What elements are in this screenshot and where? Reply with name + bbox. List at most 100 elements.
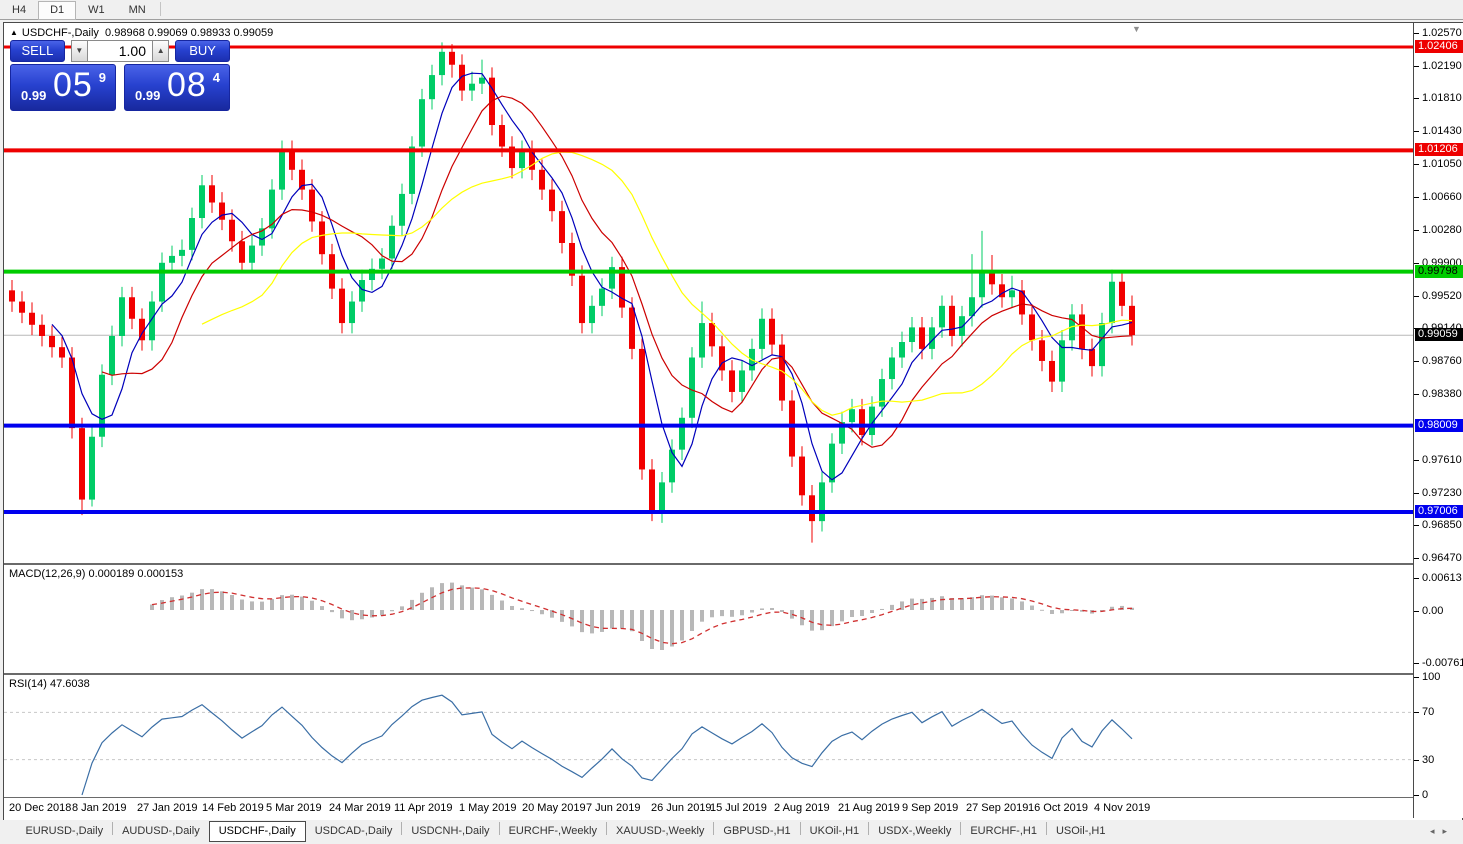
date-tick-label: 7 Jun 2019 <box>586 802 641 814</box>
sell-price-prefix: 0.99 <box>21 88 47 103</box>
tab-scroll-arrows[interactable]: ◂▸ <box>1430 826 1455 837</box>
price-tick-label: 0.97610 <box>1422 453 1462 466</box>
buy-price-prefix: 0.99 <box>135 88 161 103</box>
macd-axis-label: -0.007612 <box>1422 657 1463 669</box>
price-chart-pane[interactable]: ▲ USDCHF-,Daily 0.98968 0.99069 0.98933 0… <box>4 23 1413 565</box>
toolbar-separator <box>159 1 161 16</box>
chart-tab-usoil-h1[interactable]: USOil-,H1 <box>1055 825 1106 837</box>
axis-tick <box>1414 663 1419 664</box>
macd-indicator-pane[interactable]: MACD(12,26,9) 0.000189 0.000153 <box>4 565 1413 675</box>
chart-tab-eurchf-h1[interactable]: EURCHF-,H1 <box>970 825 1037 837</box>
tab-separator <box>868 822 870 836</box>
current-price-badge: 0.99059 <box>1415 328 1463 342</box>
axis-tick <box>1414 525 1419 527</box>
price-axis[interactable]: 1.02570 1.02190 1.01810 1.01430 1.01050 1.006… <box>1413 23 1463 818</box>
chart-tab-usdcad-daily[interactable]: USDCAD-,Daily <box>314 825 393 837</box>
timeframe-button-h4[interactable]: H4 <box>12 4 27 16</box>
sell-price-point: 9 <box>98 70 106 85</box>
axis-tick <box>1414 295 1419 297</box>
tab-separator <box>1045 822 1047 836</box>
chart-tab-audusd-daily[interactable]: AUDUSD-,Daily <box>122 825 200 837</box>
level-price-badge: 0.98009 <box>1415 418 1463 432</box>
tab-separator <box>605 822 607 836</box>
chart-tab-bar: EURUSD-,Daily AUDUSD-,Daily USDCHF-,Daily U… <box>0 820 1463 844</box>
date-tick-label: 20 Dec 2018 <box>9 802 72 814</box>
axis-tick <box>1414 197 1419 199</box>
candlestick-chart[interactable] <box>4 23 1413 563</box>
sell-quote-box[interactable]: 0.99 05 9 <box>10 64 116 111</box>
tab-separator <box>799 822 801 836</box>
chart-tab-xauusd-weekly[interactable]: XAUUSD-,Weekly <box>615 825 705 837</box>
price-tick-label: 1.01810 <box>1422 92 1462 105</box>
axis-tick <box>1414 262 1419 264</box>
rsi-indicator-pane[interactable]: RSI(14) 47.6038 <box>4 675 1413 798</box>
volume-decrease-button[interactable]: ▼ <box>70 40 88 62</box>
timeframe-button-w1[interactable]: W1 <box>88 4 105 16</box>
date-tick-label: 4 Nov 2019 <box>1094 802 1151 814</box>
timeframe-button-d1[interactable]: D1 <box>38 1 77 20</box>
chart-tab-eurusd-daily[interactable]: EURUSD-,Daily <box>25 825 104 837</box>
axis-tick <box>1414 163 1419 165</box>
axis-tick <box>1414 492 1419 494</box>
price-tick-label: 1.02190 <box>1422 59 1462 72</box>
timeframe-button-mn[interactable]: MN <box>128 4 146 16</box>
buy-button[interactable]: BUY <box>175 40 230 62</box>
date-tick-label: 1 May 2019 <box>459 802 517 814</box>
macd-chart <box>150 582 1134 650</box>
chart-tab-usdx-weekly[interactable]: USDX-,Weekly <box>878 825 952 837</box>
chart-tab-eurchf-weekly[interactable]: EURCHF-,Weekly <box>508 825 597 837</box>
tab-separator <box>401 822 403 836</box>
level-price-badge: 0.99798 <box>1415 264 1463 278</box>
date-tick-label: 27 Sep 2019 <box>966 802 1029 814</box>
axis-tick <box>1414 558 1419 560</box>
date-tick-label: 8 Jan 2019 <box>72 802 127 814</box>
tab-separator <box>960 822 962 836</box>
price-tick-label: 1.01430 <box>1422 125 1462 138</box>
tab-separator <box>498 822 500 836</box>
axis-tick <box>1414 32 1419 34</box>
price-tick-label: 0.98760 <box>1422 354 1462 367</box>
date-tick-label: 9 Sep 2019 <box>902 802 959 814</box>
tab-scroll-left-icon[interactable]: ◂ <box>1429 826 1443 836</box>
time-axis[interactable]: 20 Dec 2018 8 Jan 2019 27 Jan 2019 14 Feb 2… <box>4 798 1413 818</box>
volume-input[interactable] <box>88 40 152 62</box>
chart-tab-usdcnh-daily[interactable]: USDCNH-,Daily <box>411 825 490 837</box>
volume-increase-button[interactable]: ▲ <box>152 40 170 62</box>
axis-tick <box>1414 393 1419 395</box>
axis-tick <box>1414 360 1419 362</box>
date-tick-label: 21 Aug 2019 <box>838 802 900 814</box>
price-tick-label: 0.97230 <box>1422 486 1462 499</box>
buy-quote-box[interactable]: 0.99 08 4 <box>124 64 230 111</box>
rsi-axis-label: 70 <box>1422 706 1435 719</box>
price-tick-label: 1.00660 <box>1422 191 1462 204</box>
chart-tab-ukoil-h1[interactable]: UKOil-,H1 <box>809 825 860 837</box>
timeframe-toolbar: H4 D1 W1 MN <box>0 0 1463 20</box>
chart-tab-usdchf-daily[interactable]: USDCHF-,Daily <box>208 821 306 842</box>
level-price-badge: 0.97006 <box>1415 504 1463 518</box>
price-tick-label: 1.01050 <box>1422 157 1462 170</box>
axis-tick <box>1414 98 1419 100</box>
macd-label: MACD(12,26,9) 0.000189 0.000153 <box>9 568 184 580</box>
level-price-badge: 1.02406 <box>1415 40 1463 53</box>
price-tick-label: 0.98380 <box>1422 387 1462 400</box>
rsi-axis-label: 30 <box>1422 753 1435 766</box>
axis-tick <box>1414 795 1419 796</box>
symbol-triangle-icon: ▲ <box>10 28 18 37</box>
macd-axis-label: 0.00 <box>1422 605 1444 617</box>
tab-separator <box>713 822 715 836</box>
axis-tick <box>1414 712 1419 714</box>
axis-tick <box>1414 759 1419 761</box>
price-tick-label: 0.99520 <box>1422 289 1462 302</box>
date-tick-label: 20 May 2019 <box>522 802 586 814</box>
axis-tick <box>1414 230 1419 232</box>
chart-tab-gbpusd-h1[interactable]: GBPUSD-,H1 <box>723 825 791 837</box>
price-tick-label: 0.96850 <box>1422 519 1462 532</box>
tab-scroll-right-icon[interactable]: ▸ <box>1442 826 1455 836</box>
chart-shift-marker-icon[interactable]: ▼ <box>1132 24 1141 34</box>
chart-symbol-label: USDCHF-,Daily <box>21 27 99 39</box>
date-tick-label: 11 Apr 2019 <box>394 802 453 814</box>
chart-header: ▲ USDCHF-,Daily 0.98968 0.99069 0.98933 0… <box>10 27 273 39</box>
sell-button[interactable]: SELL <box>10 40 65 62</box>
axis-tick <box>1414 578 1419 579</box>
price-tick-label: 0.96470 <box>1422 552 1462 565</box>
